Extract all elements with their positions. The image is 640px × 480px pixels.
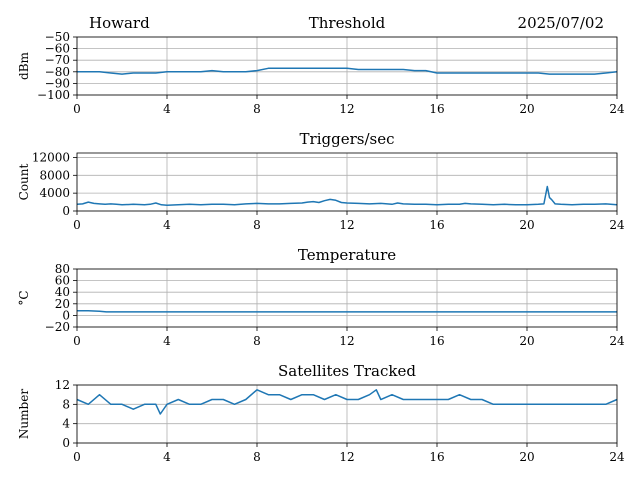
y-tick-label: −60 [45,42,70,56]
x-tick-label: 16 [429,102,444,116]
x-tick-label: 4 [163,334,171,348]
triggers-title: Triggers/sec [300,130,395,148]
x-tick-label: 12 [339,334,354,348]
x-tick-label: 24 [609,450,625,464]
threshold-series-line [77,67,618,75]
x-tick-label: 8 [253,102,261,116]
y-tick-label: 4000 [39,186,70,200]
y-tick-label: −80 [45,65,70,79]
temperature-ylabel: °C [17,290,31,305]
y-tick-label: 60 [55,274,70,288]
y-tick-label: 0 [62,436,70,450]
y-tick-label: 8000 [39,168,70,182]
x-tick-label: 4 [163,218,171,232]
threshold-title: Threshold [309,14,386,32]
x-tick-label: 24 [609,218,625,232]
temperature-title: Temperature [298,246,396,264]
y-tick-label: 8 [62,397,70,411]
x-tick-label: 16 [429,218,444,232]
y-tick-label: 12000 [32,150,70,164]
y-tick-label: 0 [62,308,70,322]
y-tick-label: 20 [55,297,70,311]
y-tick-label: 4 [62,417,70,431]
y-tick-label: −90 [45,76,70,90]
x-tick-label: 24 [609,102,625,116]
triggers-series-line [76,185,618,206]
x-tick-label: 12 [339,218,354,232]
chart-panels: 0 4 8 12 16 20 24 −100−90−80−70−60−50 Threshold d… [17,14,625,464]
x-tick-label: 24 [609,334,625,348]
x-tick-label: 0 [73,334,81,348]
x-tick-label: 20 [519,102,534,116]
x-tick-label: 8 [253,450,261,464]
x-tick-label: 8 [253,218,261,232]
y-tick-label: −50 [45,30,70,44]
temperature-series-line [77,310,617,313]
satellites-series-line [76,389,618,415]
threshold-ylabel: dBm [17,51,31,80]
y-tick-label: −70 [45,53,70,67]
x-tick-label: 4 [163,102,171,116]
triggers-ylabel: Count [17,163,31,200]
y-tick-label: 0 [62,204,70,218]
station-label: Howard [89,14,150,32]
x-tick-label: 16 [429,334,444,348]
y-tick-label: 12 [55,378,70,392]
x-tick-label: 12 [339,450,354,464]
x-tick-label: 8 [253,334,261,348]
satellites-ylabel: Number [17,389,31,439]
x-tick-label: 0 [73,450,81,464]
date-label: 2025/07/02 [518,14,604,32]
panel-satellites: 0 4 8 12 16 20 24 0 4 8 12 Satellites Tracked Number [17,362,625,464]
y-tick-label: 40 [55,285,70,299]
panel-triggers: 0 4 8 12 16 20 24 0 4000 8000 12000 Triggers/sec Cou… [17,130,625,232]
x-tick-label: 16 [429,450,444,464]
satellites-title: Satellites Tracked [278,362,416,380]
x-tick-label: 20 [519,450,534,464]
x-tick-label: 0 [73,218,81,232]
x-tick-label: 20 [519,218,534,232]
x-tick-label: 20 [519,334,534,348]
panel-threshold: 0 4 8 12 16 20 24 −100−90−80−70−60−50 Threshold d… [17,14,625,116]
y-tick-label: 80 [55,262,70,276]
y-tick-label: −20 [45,320,70,334]
x-tick-label: 12 [339,102,354,116]
y-tick-label: −100 [37,88,70,102]
x-tick-label: 4 [163,450,171,464]
x-tick-label: 0 [73,102,81,116]
